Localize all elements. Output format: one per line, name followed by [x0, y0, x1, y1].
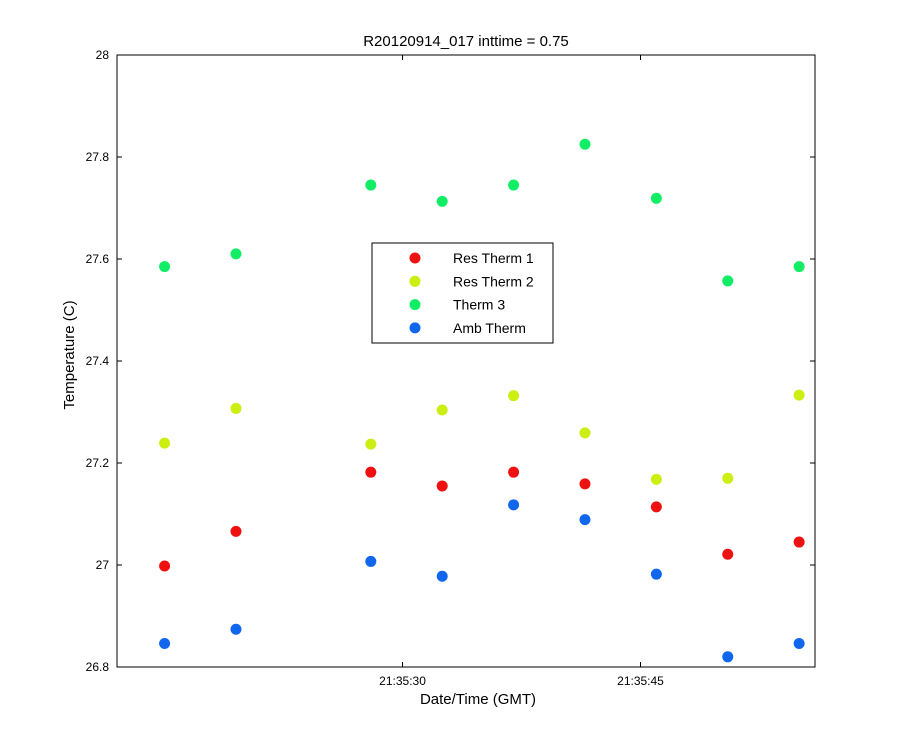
- data-point: [365, 466, 377, 478]
- data-point: [365, 438, 377, 450]
- legend-label: Res Therm 2: [453, 273, 534, 289]
- legend-label: Amb Therm: [453, 320, 526, 336]
- data-point: [508, 499, 520, 511]
- y-tick-label: 27.2: [86, 456, 110, 470]
- data-point: [365, 555, 377, 567]
- data-point: [436, 195, 448, 207]
- data-point: [650, 473, 662, 485]
- data-point: [793, 261, 805, 273]
- data-point: [793, 536, 805, 548]
- data-point: [508, 390, 520, 402]
- legend-label: Res Therm 1: [453, 250, 534, 266]
- legend: Res Therm 1 Res Therm 2 Therm 3 Amb Therm: [371, 242, 554, 344]
- legend-marker: [409, 322, 421, 334]
- y-tick-label: 27.8: [86, 150, 110, 164]
- data-point: [159, 261, 171, 273]
- data-point: [159, 560, 171, 572]
- data-point: [508, 179, 520, 191]
- data-point: [579, 138, 591, 150]
- data-point: [722, 651, 734, 663]
- legend-label: Therm 3: [453, 297, 505, 313]
- data-point: [230, 623, 242, 635]
- y-axis: 26.8 27 27.2 27.4 27.6 27.8 28: [86, 48, 815, 674]
- y-tick-label: 27.4: [86, 354, 110, 368]
- data-point: [230, 402, 242, 414]
- data-point: [436, 404, 448, 416]
- data-point: [722, 472, 734, 484]
- y-axis-label: Temperature (C): [61, 300, 78, 409]
- x-axis: 21:35:30 21:35:45: [379, 55, 664, 688]
- data-point: [579, 427, 591, 439]
- x-tick-label: 21:35:30: [379, 674, 426, 688]
- data-point: [722, 548, 734, 560]
- plot-area: [116, 54, 816, 668]
- data-point: [650, 501, 662, 513]
- data-point: [793, 638, 805, 650]
- legend-box: [371, 242, 554, 344]
- legend-marker: [409, 252, 421, 264]
- y-tick-label: 28: [96, 48, 110, 62]
- legend-marker: [409, 275, 421, 287]
- data-point: [159, 638, 171, 650]
- data-point: [650, 568, 662, 580]
- legend-marker: [409, 299, 421, 311]
- data-point: [365, 179, 377, 191]
- x-axis-label: Date/Time (GMT): [420, 691, 536, 708]
- data-point: [722, 275, 734, 287]
- data-point: [436, 480, 448, 492]
- data-point: [579, 478, 591, 490]
- data-point: [508, 466, 520, 478]
- x-tick-label: 21:35:45: [617, 674, 664, 688]
- data-points: [159, 138, 805, 663]
- data-point: [159, 437, 171, 449]
- data-point: [230, 248, 242, 260]
- data-point: [650, 192, 662, 204]
- data-point: [436, 570, 448, 582]
- y-tick-label: 26.8: [86, 660, 110, 674]
- chart-title: R20120914_017 inttime = 0.75: [363, 33, 569, 50]
- data-point: [230, 525, 242, 537]
- data-point: [579, 514, 591, 526]
- y-tick-label: 27.6: [86, 252, 110, 266]
- y-tick-label: 27: [96, 558, 110, 572]
- data-point: [793, 389, 805, 401]
